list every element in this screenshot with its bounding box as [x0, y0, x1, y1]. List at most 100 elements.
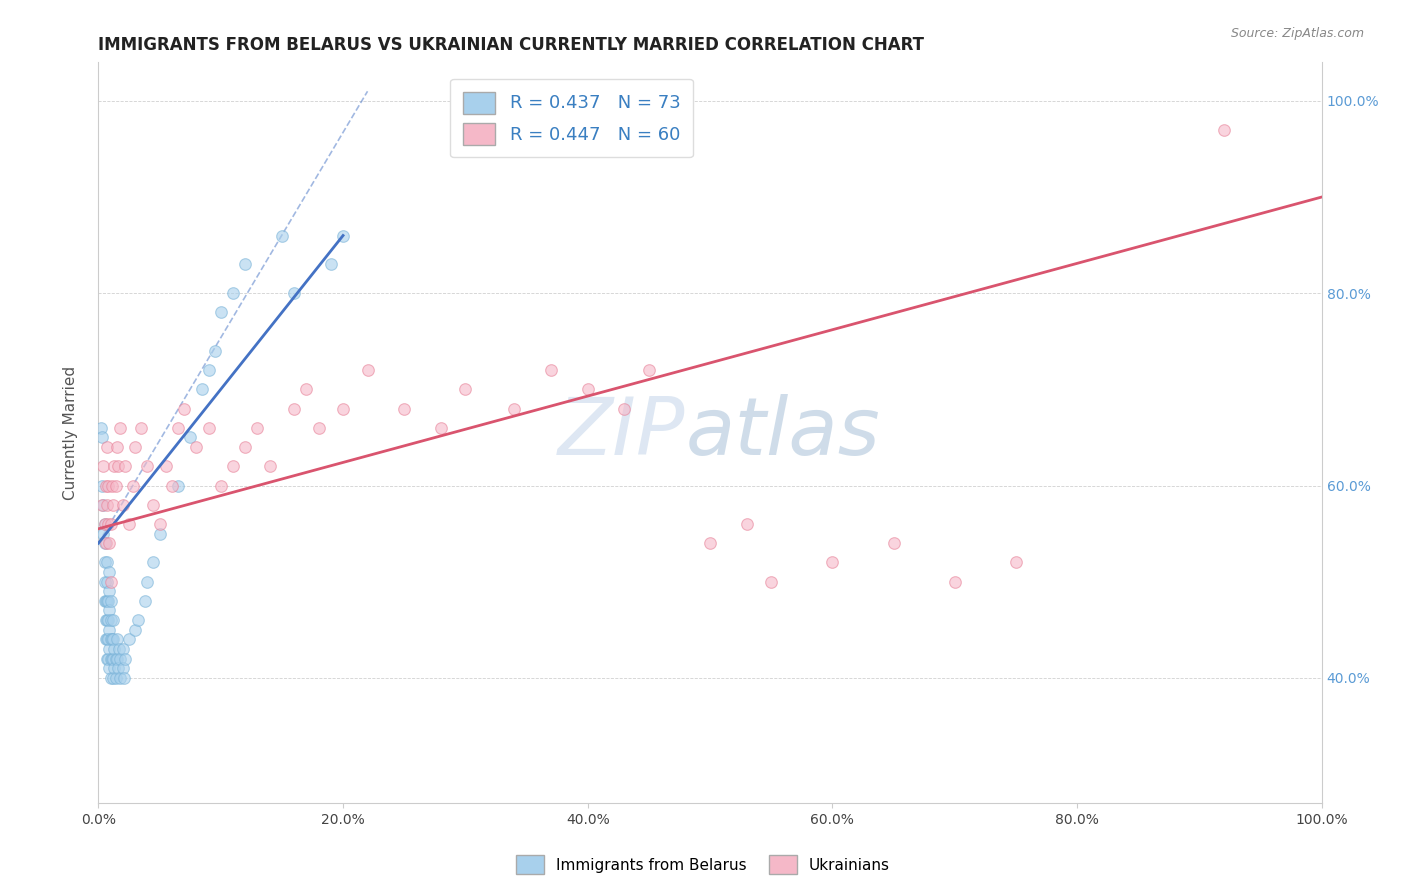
Point	[93, 556, 115, 570]
Legend: Immigrants from Belarus, Ukrainians: Immigrants from Belarus, Ukrainians	[510, 849, 896, 880]
Y-axis label: Currently Married: Currently Married	[63, 366, 77, 500]
Point	[124, 623, 146, 637]
Point	[96, 440, 118, 454]
Point	[540, 363, 562, 377]
Point	[93, 574, 115, 589]
Point	[97, 632, 120, 647]
Point	[91, 526, 114, 541]
Point	[173, 401, 195, 416]
Point	[613, 401, 636, 416]
Point	[186, 440, 208, 454]
Point	[101, 613, 124, 627]
Point	[114, 651, 136, 665]
Point	[94, 613, 117, 627]
Point	[97, 516, 120, 531]
Point	[332, 401, 354, 416]
Point	[100, 651, 122, 665]
Point	[104, 671, 127, 685]
Legend: R = 0.437   N = 73, R = 0.447   N = 60: R = 0.437 N = 73, R = 0.447 N = 60	[450, 78, 693, 157]
Text: Source: ZipAtlas.com: Source: ZipAtlas.com	[1230, 27, 1364, 40]
Point	[90, 421, 112, 435]
Point	[96, 632, 118, 647]
Point	[93, 516, 115, 531]
Point	[110, 651, 132, 665]
Point	[332, 228, 354, 243]
Point	[233, 440, 256, 454]
Point	[98, 565, 121, 579]
Point	[191, 382, 214, 396]
Point	[96, 574, 118, 589]
Point	[91, 478, 114, 492]
Point	[97, 613, 120, 627]
Point	[96, 594, 118, 608]
Point	[100, 671, 122, 685]
Point	[96, 613, 118, 627]
Point	[111, 661, 134, 675]
Point	[1004, 556, 1026, 570]
Point	[149, 516, 172, 531]
Point	[105, 632, 128, 647]
Point	[149, 526, 172, 541]
Point	[93, 536, 115, 550]
Point	[96, 556, 118, 570]
Text: IMMIGRANTS FROM BELARUS VS UKRAINIAN CURRENTLY MARRIED CORRELATION CHART: IMMIGRANTS FROM BELARUS VS UKRAINIAN CUR…	[98, 36, 924, 54]
Point	[270, 228, 294, 243]
Point	[222, 459, 245, 474]
Point	[246, 421, 269, 435]
Point	[91, 459, 114, 474]
Point	[430, 421, 453, 435]
Point	[114, 459, 136, 474]
Point	[101, 632, 124, 647]
Point	[103, 459, 125, 474]
Point	[134, 594, 156, 608]
Point	[883, 536, 905, 550]
Point	[101, 651, 124, 665]
Point	[283, 401, 305, 416]
Point	[104, 478, 127, 492]
Point	[98, 536, 121, 550]
Point	[110, 671, 132, 685]
Point	[97, 651, 120, 665]
Point	[100, 613, 122, 627]
Point	[735, 516, 758, 531]
Point	[136, 459, 159, 474]
Text: ZIP: ZIP	[558, 393, 686, 472]
Point	[97, 594, 120, 608]
Point	[111, 498, 134, 512]
Point	[638, 363, 661, 377]
Point	[160, 478, 183, 492]
Point	[1212, 122, 1234, 136]
Point	[155, 459, 177, 474]
Point	[233, 257, 256, 271]
Point	[100, 632, 122, 647]
Point	[121, 478, 143, 492]
Point	[283, 286, 305, 301]
Point	[943, 574, 966, 589]
Point	[91, 430, 114, 444]
Point	[112, 671, 135, 685]
Point	[204, 343, 226, 358]
Point	[107, 661, 129, 675]
Point	[167, 421, 190, 435]
Point	[454, 382, 477, 396]
Point	[761, 574, 783, 589]
Point	[104, 651, 127, 665]
Point	[96, 498, 118, 512]
Point	[107, 459, 129, 474]
Point	[98, 642, 121, 657]
Point	[111, 642, 134, 657]
Point	[100, 594, 122, 608]
Point	[699, 536, 721, 550]
Point	[136, 574, 159, 589]
Point	[222, 286, 245, 301]
Point	[108, 642, 131, 657]
Point	[209, 305, 232, 319]
Point	[103, 642, 125, 657]
Text: atlas: atlas	[686, 393, 880, 472]
Point	[821, 556, 844, 570]
Point	[129, 421, 152, 435]
Point	[259, 459, 281, 474]
Point	[308, 421, 330, 435]
Point	[98, 584, 121, 599]
Point	[105, 440, 128, 454]
